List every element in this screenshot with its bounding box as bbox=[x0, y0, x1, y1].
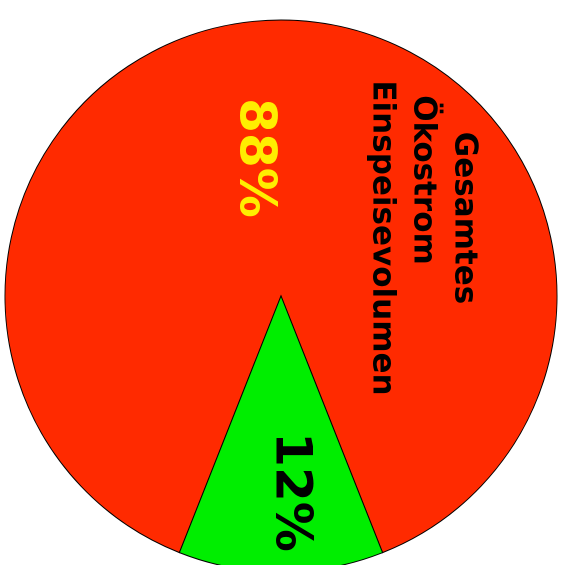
slice-value-label-minor: 12% bbox=[265, 432, 323, 552]
pie-slice-0 bbox=[4, 19, 558, 554]
slice-title-line-1: Gesamtes bbox=[448, 132, 484, 304]
slice-value-label-main: 88% bbox=[229, 98, 287, 218]
pie-slices bbox=[4, 19, 558, 565]
pie-labels: 88% 12% Gesamtes Ökostrom Einspeisevolum… bbox=[229, 80, 484, 551]
slice-title-line-3: Einspeisevolumen bbox=[366, 80, 402, 395]
slice-title-line-2: Ökostrom bbox=[407, 95, 444, 265]
pie-slice-1 bbox=[178, 294, 384, 565]
